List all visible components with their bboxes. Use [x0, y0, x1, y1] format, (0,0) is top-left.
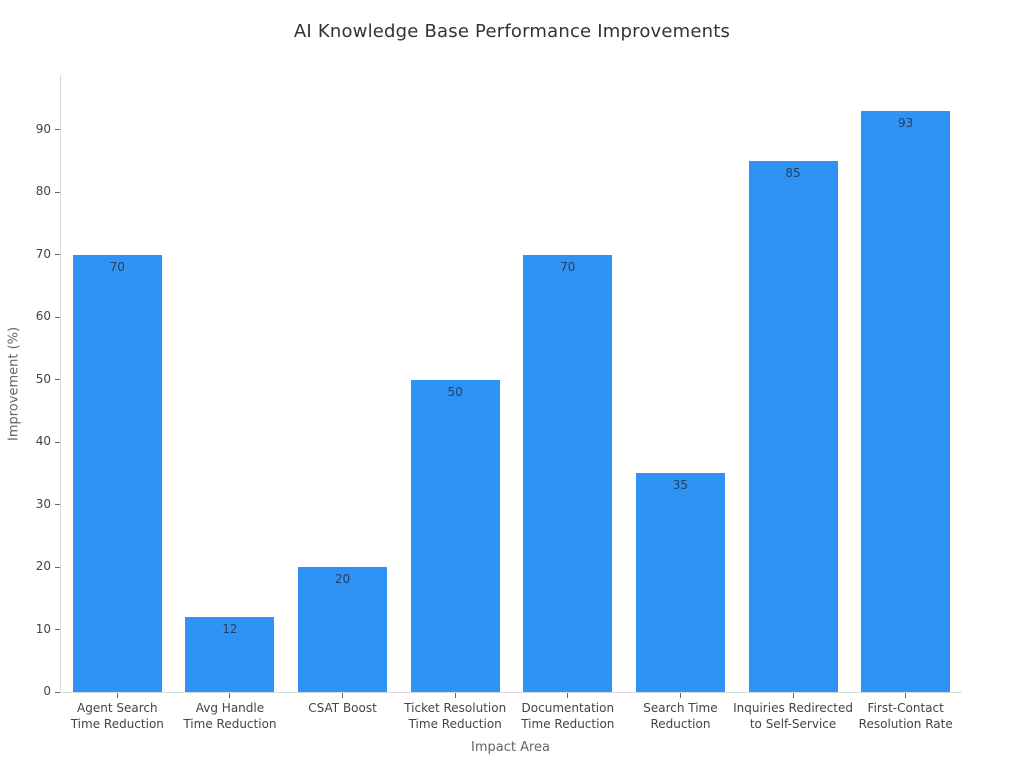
bar: 85: [748, 161, 838, 692]
x-tick-label-line: Inquiries Redirected: [733, 701, 854, 715]
x-tick-label: Avg Handle Time Reduction: [155, 700, 305, 732]
y-tick-label: 70: [35, 246, 51, 261]
y-tick-mark: [55, 441, 60, 443]
x-tick-label: Agent Search Time Reduction: [42, 700, 192, 732]
x-tick-label: First-Contact Resolution Rate: [831, 700, 981, 732]
x-tick-mark: [905, 693, 907, 698]
bar-value-label: 93: [898, 116, 914, 131]
x-tick-label-line: CSAT Boost: [308, 701, 377, 715]
x-axis-title: Impact Area: [470, 740, 550, 755]
x-tick-mark: [116, 693, 118, 698]
x-tick-label-line: First-Contact: [867, 701, 944, 715]
x-tick-label: Inquiries Redirected to Self-Service: [718, 700, 868, 732]
x-tick-label-line: Time Reduction: [408, 717, 502, 731]
y-tick-mark: [55, 566, 60, 568]
bar-value-label: 35: [672, 478, 689, 493]
y-tick-label: 10: [35, 621, 51, 636]
y-tick-mark: [55, 191, 60, 193]
y-tick-mark: [55, 691, 60, 693]
y-tick-mark: [55, 129, 60, 131]
bar: 12: [185, 617, 275, 692]
x-tick-mark: [679, 693, 681, 698]
bar-value-label: 50: [447, 384, 463, 399]
y-tick-label: 60: [35, 309, 51, 324]
plot-area: 0 10 20 30 40 50 60 70 80 90 70 Agent Search Time Re…: [36, 75, 962, 731]
y-tick-label: 90: [35, 121, 51, 136]
bar: 93: [861, 111, 951, 692]
bar-value-label: 20: [334, 572, 351, 587]
x-tick-label-line: Time Reduction: [70, 717, 164, 731]
y-tick-label: 30: [35, 496, 51, 511]
x-tick-label-line: Agent Search: [77, 701, 158, 715]
x-tick-mark: [342, 693, 344, 698]
bar-value-label: 85: [785, 166, 801, 181]
chart-title: AI Knowledge Base Performance Improvemen…: [293, 21, 731, 42]
x-tick-mark: [229, 693, 231, 698]
y-tick-label: 50: [35, 371, 51, 386]
x-tick-label: CSAT Boost: [268, 700, 418, 716]
bar: 70: [523, 254, 613, 692]
bar: 70: [72, 254, 162, 692]
x-tick-label: Documentation Time Reduction: [493, 700, 643, 732]
x-tick-label-line: Reduction: [650, 717, 711, 731]
x-tick-label-line: Avg Handle: [195, 701, 265, 715]
y-tick-label: 40: [35, 434, 51, 449]
y-tick-mark: [55, 254, 60, 256]
x-tick-mark: [567, 693, 569, 698]
y-tick-mark: [55, 504, 60, 506]
bar-value-label: 12: [222, 622, 238, 637]
bar-value-label: 70: [560, 259, 576, 274]
bar: 35: [635, 473, 725, 692]
y-tick-label: 0: [43, 684, 51, 698]
bar-value-label: 70: [109, 259, 125, 274]
x-tick-label-line: Ticket Resolution: [404, 701, 507, 715]
y-tick-label: 20: [35, 559, 51, 574]
x-tick-label-line: Documentation: [521, 701, 615, 715]
y-tick-mark: [55, 379, 60, 381]
x-tick-label-line: Time Reduction: [521, 717, 615, 731]
x-tick-label-line: Resolution Rate: [858, 717, 953, 731]
x-tick-label-line: Time Reduction: [183, 717, 277, 731]
x-tick-label-line: to Self-Service: [749, 717, 837, 731]
x-tick-label: Search Time Reduction: [605, 700, 755, 732]
x-tick-label-line: Search Time: [643, 701, 718, 715]
bar: 50: [410, 379, 500, 692]
y-tick-label: 80: [35, 184, 51, 199]
x-tick-mark: [792, 693, 794, 698]
x-tick-mark: [454, 693, 456, 698]
y-tick-mark: [55, 629, 60, 631]
y-tick-mark: [55, 316, 60, 318]
x-tick-label: Ticket Resolution Time Reduction: [380, 700, 530, 732]
bar: 20: [298, 567, 388, 692]
